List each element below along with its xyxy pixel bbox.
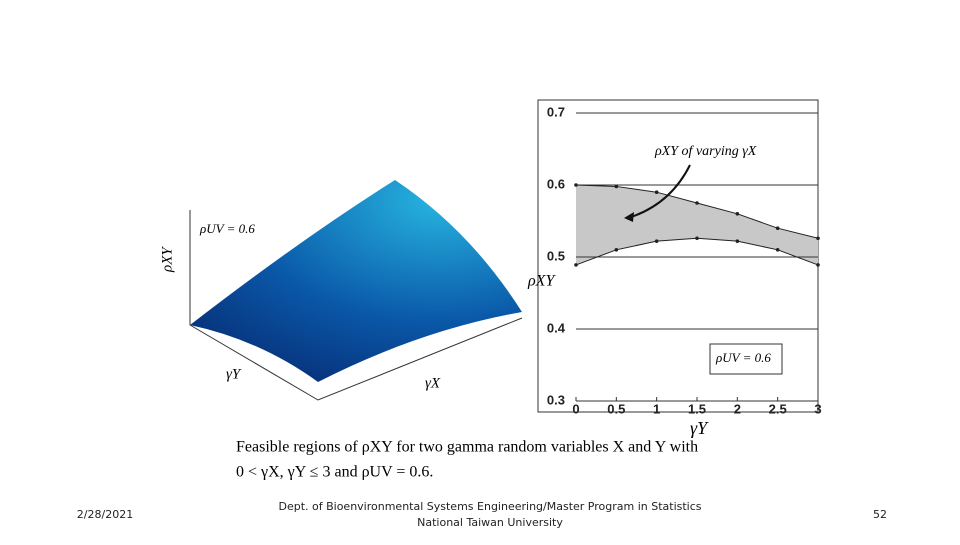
x-tick-label: 2.5 [769, 401, 787, 416]
surface-axis-label: γX [425, 375, 441, 391]
caption: Feasible regions of ρXY for two gamma ra… [236, 439, 698, 456]
series-point [574, 183, 578, 187]
y-tick-label: 0.6 [547, 176, 565, 191]
x-tick-label: 0 [572, 401, 579, 416]
x-tick-label: 2 [734, 401, 741, 416]
legend-box [709, 343, 783, 375]
footer-line: Dept. of Bioenvironmental Systems Engine… [278, 500, 701, 513]
footer-line: National Taiwan University [417, 516, 563, 529]
surface-label: ρUV = 0.6 [199, 221, 255, 236]
axis [189, 317, 523, 401]
series-point [735, 239, 740, 243]
x-tick-label: 0.5 [607, 401, 625, 416]
series-point [574, 263, 578, 267]
x-tick-label: 1.5 [688, 401, 706, 416]
series-point [816, 236, 820, 241]
footer-date: 2/28/2021 [77, 508, 133, 521]
footer-page: 52 [873, 508, 887, 521]
arrow [627, 164, 691, 219]
surface-plot: ρUV = 0.6 ρXY γY γX [159, 180, 523, 401]
series-point [614, 248, 619, 252]
surface-axis-label: γY [226, 366, 242, 382]
series-point [695, 201, 699, 205]
series-point [775, 248, 780, 252]
series-point [654, 239, 659, 243]
feasible-region [576, 185, 818, 265]
series-point [654, 190, 659, 194]
caption: 0 < γX, γY ≤ 3 and ρUV = 0.6. [236, 464, 433, 481]
y-axis-label: ρXY [527, 273, 556, 290]
legend-text: ρUV = 0.6 [715, 350, 771, 365]
x-tick-label: 1 [653, 401, 660, 416]
y-tick-label: 0.3 [547, 392, 565, 407]
series-point [614, 184, 619, 189]
arrow-head [624, 212, 634, 222]
y-tick-label: 0.7 [547, 104, 565, 119]
series-point [735, 212, 740, 216]
line-chart: 0.3 0.4 0.5 0.6 0.7 0 0.5 1 1.5 2 2.5 3 [547, 104, 822, 416]
x-tick-label: 3 [814, 401, 821, 416]
series-point [816, 263, 820, 267]
series-point [775, 226, 780, 230]
surface-axis-label: ρXY [159, 246, 175, 273]
x-axis-label: γY [690, 418, 709, 438]
series-point [695, 236, 699, 241]
y-tick-label: 0.5 [547, 248, 565, 263]
annotation: ρXY of varying γX [654, 144, 757, 159]
y-tick-label: 0.4 [547, 320, 566, 335]
surface [190, 180, 522, 382]
